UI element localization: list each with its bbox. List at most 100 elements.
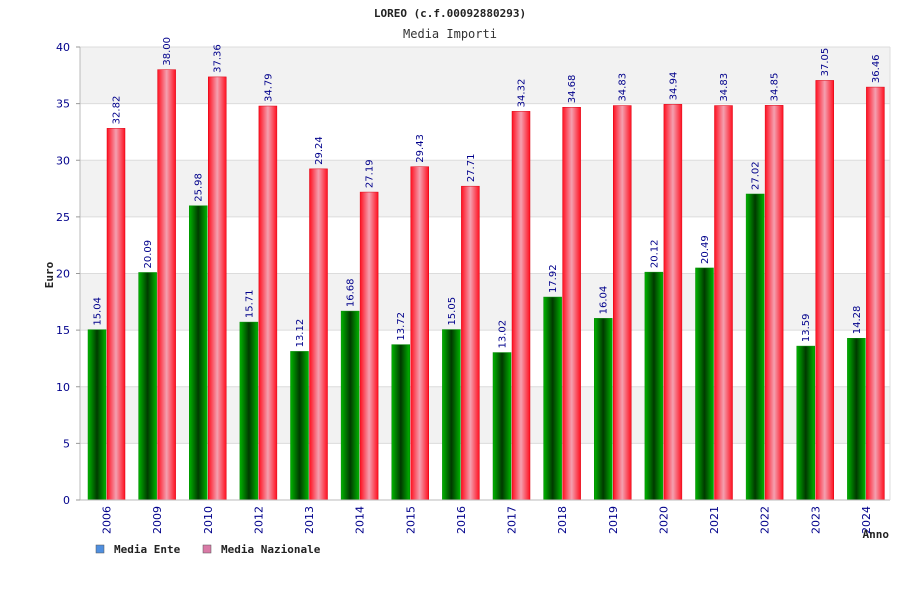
value-label-media-nazionale: 34.83	[719, 73, 730, 102]
x-tick-label: 2017	[506, 506, 519, 534]
bars	[87, 69, 885, 501]
y-tick-label: 40	[56, 41, 70, 54]
bar-media-nazionale	[562, 106, 581, 501]
bar-media-nazionale	[359, 191, 379, 501]
value-label-media-ente: 17.92	[548, 264, 559, 293]
value-label-media-nazionale: 29.24	[314, 136, 325, 165]
bar-media-nazionale	[106, 128, 126, 501]
bar-media-ente	[492, 352, 512, 501]
x-tick-label: 2012	[252, 506, 265, 534]
bar-media-ente	[239, 321, 259, 501]
y-axis-title: Euro	[43, 261, 56, 288]
bar-media-nazionale	[208, 76, 227, 501]
bar-media-nazionale	[764, 105, 784, 501]
bar-media-ente	[189, 205, 208, 501]
value-labels: 15.04 32.82 20.09 38.00 25.98 37.36 15.71 34.79…	[93, 37, 882, 349]
value-label-media-ente: 25.98	[194, 173, 205, 202]
plot-band	[80, 47, 890, 104]
value-label-media-ente: 13.59	[801, 313, 812, 342]
bar-media-ente	[847, 338, 866, 501]
bar-media-ente	[796, 345, 815, 501]
chart-subtitle: Media Importi	[403, 27, 497, 41]
bar-media-ente	[442, 329, 461, 501]
legend-swatch-media-ente	[95, 544, 105, 554]
value-label-media-ente: 15.04	[93, 297, 104, 326]
bar-media-ente	[138, 272, 157, 501]
y-tick-label: 30	[56, 154, 70, 167]
value-label-media-ente: 20.12	[649, 240, 660, 269]
x-tick-label: 2009	[151, 506, 164, 534]
value-label-media-nazionale: 27.19	[365, 159, 376, 188]
x-tick-label: 2010	[202, 506, 215, 534]
value-label-media-nazionale: 34.85	[770, 73, 781, 102]
bar-media-ente	[391, 344, 410, 501]
legend-label-media-nazionale: Media Nazionale	[221, 543, 321, 556]
bar-media-nazionale	[157, 69, 176, 501]
value-label-media-nazionale: 34.94	[668, 72, 679, 101]
y-tick-label: 10	[56, 381, 70, 394]
legend-swatch-media-nazionale	[202, 544, 212, 554]
value-label-media-ente: 13.12	[295, 319, 306, 348]
bar-media-nazionale	[511, 111, 531, 501]
bar-media-nazionale	[309, 168, 328, 501]
value-label-media-ente: 16.04	[599, 286, 610, 315]
x-tick-label: 2019	[607, 506, 620, 534]
bar-media-ente	[340, 310, 360, 501]
legend: Media Ente Media Nazionale	[95, 543, 321, 556]
bar-media-nazionale	[866, 86, 885, 501]
x-axis-title: Anno	[863, 528, 890, 541]
bar-media-nazionale	[815, 80, 834, 501]
bar-media-ente	[695, 267, 714, 501]
x-tick-label: 2016	[455, 506, 468, 534]
value-label-media-nazionale: 32.82	[112, 96, 123, 125]
bar-media-nazionale	[714, 105, 733, 501]
value-label-media-nazionale: 38.00	[162, 37, 173, 66]
bar-media-nazionale	[663, 104, 683, 501]
x-tick-label: 2021	[708, 506, 721, 534]
value-label-media-nazionale: 34.68	[567, 75, 578, 104]
value-label-media-ente: 13.02	[498, 320, 509, 349]
value-label-media-nazionale: 37.36	[213, 44, 224, 73]
x-tick-label: 2020	[657, 506, 670, 534]
chart-title: LOREO (c.f.00092880293)	[374, 7, 526, 20]
bar-media-ente	[543, 296, 562, 501]
x-tick-label: 2013	[303, 506, 316, 534]
value-label-media-ente: 14.28	[852, 306, 863, 335]
bar-media-nazionale	[258, 105, 278, 501]
value-label-media-ente: 20.49	[700, 235, 711, 264]
x-tick-label: 2014	[354, 506, 367, 534]
value-label-media-ente: 13.72	[396, 312, 407, 341]
x-tick-label: 2024	[860, 506, 873, 534]
value-label-media-nazionale: 37.05	[820, 48, 831, 77]
y-tick-label: 15	[56, 324, 70, 337]
y-tick-label: 5	[63, 437, 70, 450]
y-tick-label: 20	[56, 268, 70, 281]
x-tick-label: 2015	[404, 506, 417, 534]
value-label-media-ente: 16.68	[346, 278, 357, 307]
y-tick-label: 0	[63, 494, 70, 507]
bar-media-ente	[644, 271, 664, 501]
value-label-media-ente: 15.71	[244, 289, 255, 318]
legend-label-media-ente: Media Ente	[114, 543, 181, 556]
x-tick-label: 2023	[809, 506, 822, 534]
value-label-media-nazionale: 27.71	[466, 154, 477, 183]
x-tick-label: 2022	[759, 506, 772, 534]
bar-media-nazionale	[461, 185, 480, 501]
bar-media-ente	[594, 318, 613, 501]
value-label-media-nazionale: 34.32	[517, 79, 528, 108]
bar-media-ente	[290, 351, 309, 501]
value-label-media-ente: 20.09	[143, 240, 154, 269]
value-label-media-nazionale: 34.83	[618, 73, 629, 102]
y-tick-label: 35	[56, 98, 70, 111]
x-tick-label: 2018	[556, 506, 569, 534]
x-tick-label: 2006	[101, 506, 114, 534]
x-axis-ticks: 2006 2009 2010 2012 2013 2014 2015 2016 2017 2018…	[101, 506, 873, 534]
y-axis-ticks: 0 5 10 15 20 25 30 35 40	[56, 41, 80, 507]
y-tick-label: 25	[56, 211, 70, 224]
value-label-media-ente: 15.05	[447, 297, 458, 326]
value-label-media-nazionale: 29.43	[415, 134, 426, 163]
value-label-media-nazionale: 36.46	[871, 54, 882, 83]
bar-media-nazionale	[410, 166, 429, 501]
bar-media-ente	[745, 193, 765, 501]
